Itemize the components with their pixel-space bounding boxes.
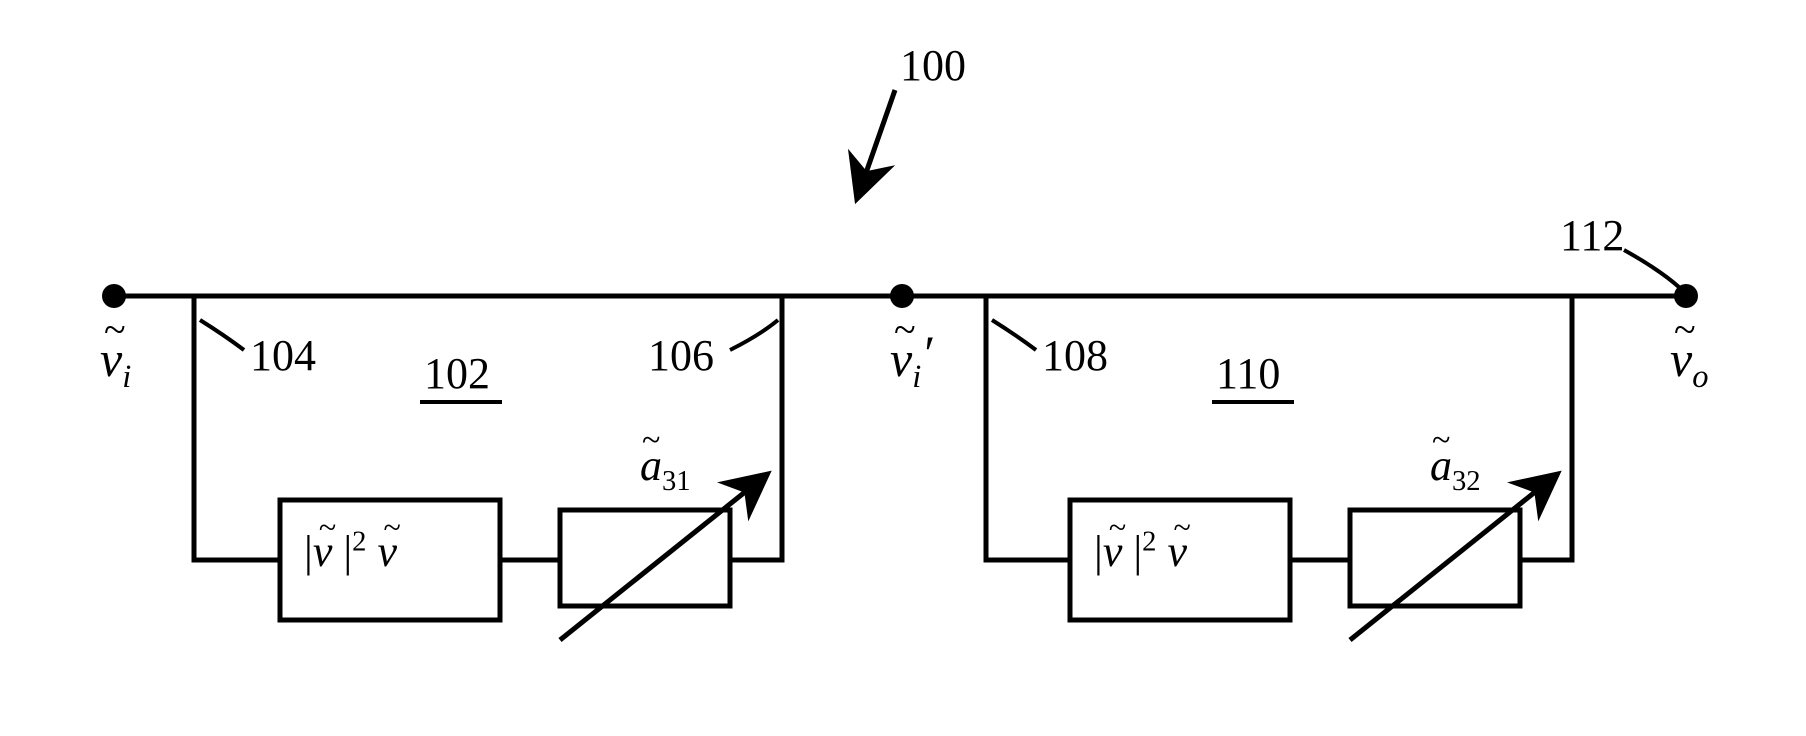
signal-vi-prime: ~ vi′ bbox=[890, 330, 932, 396]
node-mid bbox=[890, 284, 914, 308]
stage2-nl-text: |~v |2 ~v bbox=[1094, 526, 1187, 577]
lead-108 bbox=[992, 320, 1036, 350]
stage2-right-drop bbox=[1520, 296, 1572, 560]
ref-102: 102 bbox=[424, 348, 490, 399]
stage1-nl-text: |~v |2 ~v bbox=[304, 526, 397, 577]
ref-108: 108 bbox=[1042, 330, 1108, 381]
signal-vi: ~ vi bbox=[100, 330, 131, 396]
lead-104 bbox=[200, 320, 244, 350]
ref-110: 110 bbox=[1216, 348, 1280, 399]
fig-ref-arrow bbox=[860, 90, 895, 190]
ref-104: 104 bbox=[250, 330, 316, 381]
node-input bbox=[102, 284, 126, 308]
lead-112 bbox=[1624, 250, 1680, 288]
signal-vo: ~ vo bbox=[1670, 330, 1708, 396]
lead-106 bbox=[730, 320, 778, 350]
coef-a32: ~ a32 bbox=[1430, 440, 1481, 498]
ref-106: 106 bbox=[648, 330, 714, 381]
ref-112: 112 bbox=[1560, 210, 1624, 261]
fig-ref-label: 100 bbox=[900, 40, 966, 91]
coef-a31: ~ a31 bbox=[640, 440, 691, 498]
